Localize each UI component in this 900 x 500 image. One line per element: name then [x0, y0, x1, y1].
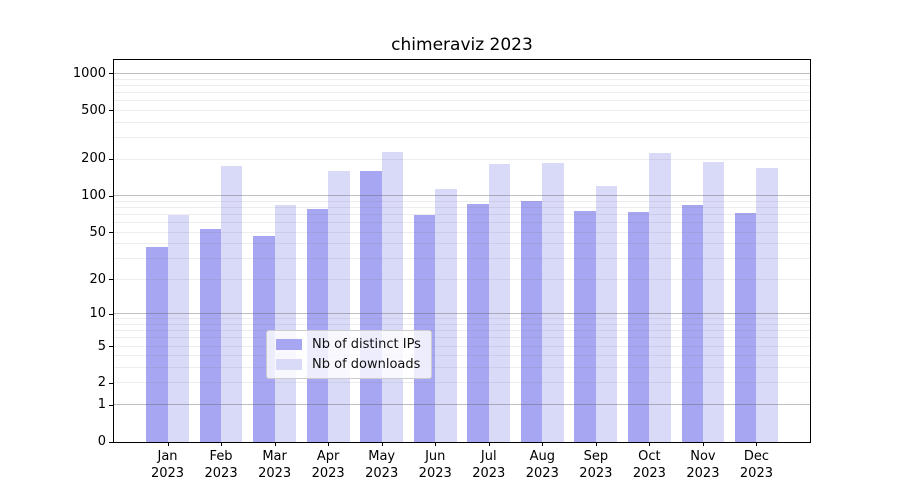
x-tick-mark-may [381, 442, 383, 446]
x-tick-label-oct: Oct 2023 [632, 449, 666, 481]
bar-jan-distinct-ips [146, 246, 168, 442]
legend-label-distinct-ips: Nb of distinct IPs [312, 337, 421, 352]
x-tick-mark-aug [542, 442, 544, 446]
y-tick-label-100: 100 [81, 188, 106, 204]
bar-jul-distinct-ips [467, 203, 489, 442]
y-tick-mark-50 [109, 232, 113, 234]
x-tick-mark-jan [167, 442, 169, 446]
y-tick-mark-500 [109, 110, 113, 112]
x-tick-mark-jun [435, 442, 437, 446]
bar-sep-distinct-ips [574, 211, 596, 442]
bar-aug-downloads [542, 163, 564, 442]
bar-apr-distinct-ips [306, 209, 329, 442]
bar-oct-distinct-ips [627, 212, 650, 442]
gridline-minor-300 [114, 136, 810, 138]
x-tick-label-may: May 2023 [365, 449, 399, 481]
legend-swatch-downloads [276, 359, 302, 370]
x-tick-label-aug: Aug 2023 [525, 449, 559, 481]
bar-dec-distinct-ips [735, 213, 757, 442]
y-tick-label-0: 0 [97, 434, 106, 449]
x-tick-label-apr: Apr 2023 [311, 449, 345, 481]
bar-may-downloads [381, 151, 404, 442]
legend-item-downloads: Nb of downloads [276, 357, 422, 372]
gridline-minor-500 [114, 109, 810, 111]
bar-jun-distinct-ips [413, 214, 436, 442]
bar-dec-downloads [756, 168, 778, 442]
gridline-minor-900 [114, 78, 810, 80]
x-tick-mark-feb [221, 442, 223, 446]
legend-label-downloads: Nb of downloads [312, 357, 421, 372]
y-tick-mark-5 [109, 346, 113, 348]
bar-feb-distinct-ips [199, 228, 222, 442]
chart-title: chimeraviz 2023 [391, 35, 533, 55]
x-tick-mark-mar [274, 442, 276, 446]
x-tick-label-feb: Feb 2023 [204, 449, 238, 481]
y-tick-label-5: 5 [97, 338, 106, 354]
legend-swatch-distinct-ips [276, 339, 302, 350]
x-tick-mark-nov [702, 442, 704, 446]
bar-apr-downloads [328, 171, 350, 442]
x-tick-mark-dec [756, 442, 758, 446]
bar-oct-downloads [649, 152, 671, 442]
y-tick-label-1: 1 [97, 397, 106, 413]
bar-nov-downloads [702, 161, 725, 442]
gridline-major-1000 [114, 72, 810, 74]
y-tick-label-1000: 1000 [72, 65, 106, 81]
y-tick-mark-1000 [109, 73, 113, 75]
x-tick-label-dec: Dec 2023 [739, 449, 773, 481]
x-tick-label-sep: Sep 2023 [579, 449, 613, 481]
y-tick-mark-10 [109, 313, 113, 315]
bar-sep-downloads [595, 185, 618, 442]
bar-may-distinct-ips [360, 170, 382, 442]
y-tick-mark-100 [109, 195, 113, 197]
bar-jan-downloads [167, 214, 189, 442]
legend: Nb of distinct IPs Nb of downloads [266, 330, 432, 379]
bar-feb-downloads [221, 165, 243, 442]
bar-jun-downloads [435, 188, 457, 442]
gridline-minor-600 [114, 100, 810, 102]
x-tick-label-jun: Jun 2023 [418, 449, 452, 481]
y-tick-mark-1 [109, 404, 113, 406]
legend-item-distinct-ips: Nb of distinct IPs [276, 337, 422, 352]
y-tick-label-500: 500 [81, 102, 106, 118]
x-tick-label-jul: Jul 2023 [472, 449, 506, 481]
x-tick-label-nov: Nov 2023 [686, 449, 720, 481]
gridline-minor-700 [114, 91, 810, 93]
gridline-minor-400 [114, 121, 810, 123]
y-tick-label-20: 20 [89, 271, 106, 287]
y-tick-mark-20 [109, 279, 113, 281]
bar-mar-downloads [274, 205, 297, 442]
x-tick-label-jan: Jan 2023 [150, 449, 185, 481]
y-tick-label-50: 50 [89, 224, 106, 240]
x-tick-mark-apr [328, 442, 330, 446]
y-tick-mark-200 [109, 158, 113, 160]
plot-area [113, 59, 811, 443]
y-tick-mark-2 [109, 382, 113, 384]
y-tick-label-10: 10 [89, 306, 106, 322]
y-tick-label-200: 200 [81, 151, 106, 167]
x-tick-mark-sep [595, 442, 597, 446]
bar-jul-downloads [488, 163, 511, 442]
x-tick-mark-oct [649, 442, 651, 446]
bar-mar-distinct-ips [253, 235, 275, 442]
bar-aug-distinct-ips [520, 200, 543, 442]
bar-nov-distinct-ips [681, 205, 703, 442]
x-tick-mark-jul [488, 442, 490, 446]
gridline-minor-200 [114, 158, 810, 160]
gridline-minor-800 [114, 84, 810, 86]
x-tick-label-mar: Mar 2023 [258, 449, 292, 481]
y-tick-mark-0 [109, 441, 113, 443]
y-tick-label-2: 2 [97, 375, 106, 391]
